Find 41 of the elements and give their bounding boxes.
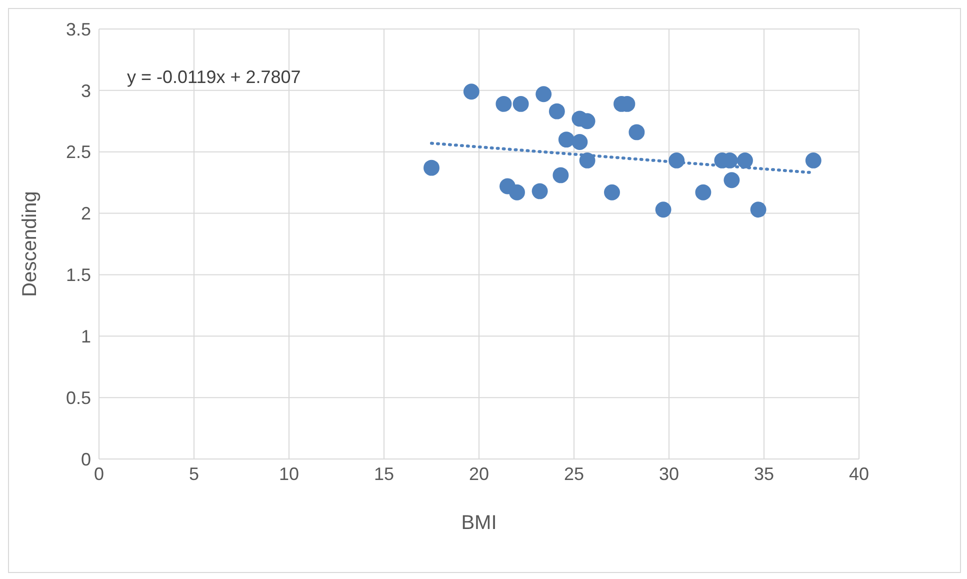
x-tick-label: 0 [94, 464, 104, 484]
point [572, 134, 588, 150]
y-tick-label: 2.5 [66, 142, 91, 162]
x-tick-label: 40 [848, 464, 870, 484]
point [548, 103, 565, 120]
point [512, 96, 529, 112]
point [424, 160, 440, 176]
point [628, 124, 645, 140]
point [750, 202, 766, 218]
point [496, 96, 512, 112]
x-tick-label: 35 [754, 464, 774, 484]
point [558, 132, 574, 148]
point [805, 152, 822, 168]
point [655, 202, 672, 218]
point [604, 184, 620, 200]
point [724, 172, 740, 188]
x-tick-label: 20 [468, 464, 490, 484]
y-tick-label: 1 [80, 326, 91, 347]
point [668, 152, 685, 168]
point [695, 184, 712, 200]
x-tick-label: 5 [188, 464, 200, 484]
point [463, 84, 480, 100]
x-tick-label: 15 [374, 464, 394, 484]
y-tick-label: 0.5 [66, 388, 91, 408]
x-tick-label: 30 [658, 464, 680, 484]
point [509, 184, 525, 200]
point [536, 86, 552, 102]
x-tick-label: 25 [564, 464, 584, 484]
y-tick-label: 3 [80, 80, 91, 101]
point [552, 167, 569, 184]
x-tick-label: 10 [278, 464, 300, 484]
y-axis-title: Descending [19, 191, 42, 297]
y-tick-label: 1.5 [66, 265, 91, 286]
y-tick-label: 0 [80, 449, 91, 470]
y-tick-label: 3.5 [66, 19, 91, 40]
annotation: y = -0.0119x + 2.7807 [127, 67, 301, 88]
point [737, 152, 753, 168]
point [532, 183, 548, 200]
x-axis-title: BMI [461, 512, 497, 534]
point [579, 152, 596, 168]
y-tick-label: 2 [80, 204, 91, 224]
